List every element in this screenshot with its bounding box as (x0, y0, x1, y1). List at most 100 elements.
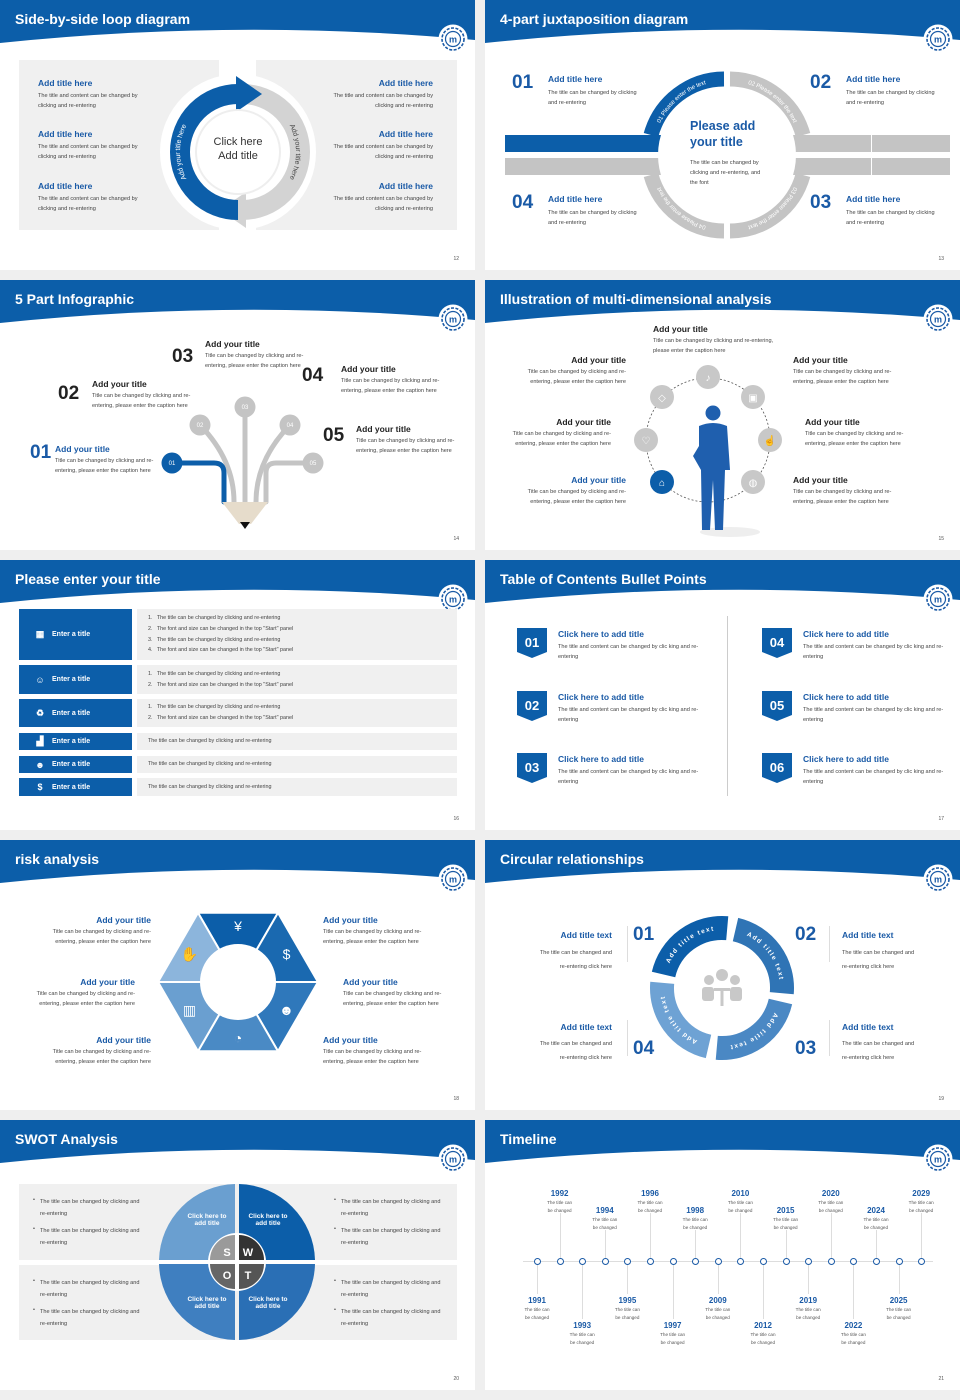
slide-14-five-part-infographic[interactable]: 01 02 03 04 05 01 Add your title Title c… (0, 280, 475, 550)
item-body[interactable]: The title and content can be changed by … (38, 196, 138, 212)
diamond-icon[interactable] (650, 385, 674, 409)
item-body[interactable]: The title and content can be changed by … (38, 93, 138, 109)
slide-19-circular-relationships[interactable]: Add title text Add title text Add title te… (485, 840, 960, 1110)
item-title[interactable]: Add your title (793, 355, 848, 365)
item-title[interactable]: Add your title (356, 424, 411, 434)
item-title[interactable]: Add title here (378, 181, 433, 191)
item-title[interactable]: Add your title (571, 475, 626, 485)
slide-title[interactable]: Circular relationships (500, 851, 644, 867)
quadrant-label[interactable]: Click here to add title (248, 1213, 288, 1227)
event-year[interactable]: 2019 (799, 1296, 818, 1305)
timeline-dot[interactable] (647, 1258, 654, 1265)
event-year[interactable]: 1991 (528, 1296, 546, 1305)
event-year[interactable]: 1998 (686, 1206, 705, 1215)
graduation-cap-icon[interactable] (650, 470, 674, 494)
item-body[interactable]: The title and content can be changed by … (333, 93, 433, 109)
event-year[interactable]: 2010 (731, 1189, 750, 1198)
slide-title[interactable]: Illustration of multi-dimensional analys… (500, 291, 772, 307)
event-text[interactable]: The title can be changed (818, 1200, 844, 1213)
event-text[interactable]: The title can be changed (569, 1332, 595, 1345)
item-body[interactable]: The title and content can be changed by … (558, 644, 699, 660)
item-body[interactable]: The title and content can be changed by … (558, 769, 699, 785)
item-body[interactable]: The title and content can be changed by … (38, 144, 138, 160)
item-title[interactable]: Add title text (560, 1022, 612, 1032)
cycle-segment-03[interactable] (715, 998, 793, 1060)
event-year[interactable]: 2024 (867, 1206, 885, 1215)
item-title[interactable]: Add title text (842, 1022, 894, 1032)
timeline-dot[interactable] (556, 1258, 564, 1265)
item-title[interactable]: Click here to add title (803, 629, 889, 639)
item-title[interactable]: Click here to add title (558, 629, 644, 639)
event-year[interactable]: 2015 (776, 1206, 795, 1215)
slide-title[interactable]: Timeline (500, 1131, 557, 1147)
item-body[interactable]: The title and content can be changed by … (803, 707, 944, 723)
timeline-dot[interactable] (873, 1258, 880, 1265)
item-body[interactable]: The title can be changed by clicking and… (846, 210, 935, 226)
quadrant-t[interactable] (239, 1264, 315, 1340)
event-year[interactable]: 2020 (821, 1189, 840, 1198)
timeline-dot[interactable] (805, 1258, 813, 1265)
item-body[interactable]: Title can be changed by clicking and re-… (52, 1049, 151, 1065)
event-text[interactable]: The title can be changed (908, 1200, 934, 1213)
segment-03[interactable] (729, 172, 811, 239)
item-title[interactable]: Click here to add title (803, 692, 889, 702)
item-title[interactable]: Add title here (378, 129, 433, 139)
item-body[interactable]: Title can be changed by clicking and re-… (323, 1049, 422, 1065)
item-title[interactable]: Add title here (38, 78, 93, 88)
row-content-cell[interactable]: The title can be changed by clicking and… (137, 756, 457, 773)
event-year[interactable]: 2009 (708, 1296, 727, 1305)
item-body[interactable]: Title can be changed by clicking and re-… (793, 489, 892, 505)
timeline-dot[interactable] (895, 1258, 903, 1265)
item-title[interactable]: Click here to add title (558, 692, 644, 702)
segment-04[interactable] (643, 172, 725, 239)
slide-18-risk-analysis[interactable]: ¥ $ ☻ ◔ ▥ ✋ Add your title Title can be chang… (0, 840, 475, 1110)
item-title[interactable]: Add your title (556, 417, 611, 427)
slide-title[interactable]: risk analysis (15, 851, 100, 867)
item-title[interactable]: Add title here (548, 74, 603, 84)
slide-title[interactable]: Table of Contents Bullet Points (500, 571, 707, 587)
item-body[interactable]: Title can be changed by clicking and re-… (323, 929, 422, 945)
item-body[interactable]: Title can be changed by clicking and re-… (512, 431, 611, 447)
item-title[interactable]: Add your title (55, 444, 110, 454)
event-text[interactable]: The title can be changed (592, 1217, 618, 1230)
item-title[interactable]: Add title here (548, 194, 603, 204)
item-body[interactable]: The title can be changed by clicking and… (846, 90, 935, 106)
event-year[interactable]: 1996 (641, 1189, 659, 1198)
item-title[interactable]: Add title here (846, 194, 901, 204)
event-text[interactable]: The title can be changed (524, 1307, 550, 1320)
row-title-cell[interactable]: ☺ Enter a title (19, 665, 132, 694)
bubble-05[interactable] (302, 452, 324, 474)
item-body[interactable]: The title and content can be changed by … (803, 644, 944, 660)
center-line2[interactable]: Add title (218, 150, 258, 162)
row-content-cell[interactable]: 1. The title can be changed by clicking … (137, 699, 457, 727)
item-body[interactable]: Title can be changed by clicking and re-… (52, 929, 151, 945)
item-body[interactable]: Title can be changed by clicking and re-… (793, 369, 892, 385)
item-title[interactable]: Add title here (846, 74, 901, 84)
timeline-dot[interactable] (827, 1258, 835, 1265)
bullet-text[interactable]: The title can be changed by clicking and… (341, 1309, 441, 1327)
bullet-text[interactable]: The title can be changed by clicking and… (341, 1228, 441, 1246)
event-text[interactable]: The title can be changed (773, 1217, 799, 1230)
slide-title[interactable]: 4-part juxtaposition diagram (500, 11, 689, 27)
bubble-01[interactable] (161, 452, 183, 474)
row-title-cell[interactable]: ▟ Enter a title (19, 733, 132, 750)
item-title[interactable]: Add your title (205, 339, 260, 349)
bell-icon[interactable] (696, 365, 720, 389)
slide-16-title-table[interactable]: Please enter your title m 16 ▦ Enter a title… (0, 560, 475, 830)
center-line1[interactable]: Click here (214, 136, 263, 148)
globe-icon[interactable] (741, 470, 765, 494)
item-body[interactable]: Title can be changed by clicking and re-… (341, 378, 440, 394)
center-circle[interactable] (195, 109, 281, 195)
item-body[interactable]: Title can be changed by clicking and re-… (356, 438, 455, 454)
quadrant-label[interactable]: Click here to add title (187, 1296, 227, 1310)
item-title[interactable]: Add your title (323, 1035, 378, 1045)
bullet-text[interactable]: The title can be changed by clicking and… (341, 1199, 441, 1217)
lock-icon[interactable] (741, 385, 765, 409)
item-title[interactable]: Add title here (38, 181, 93, 191)
event-text[interactable]: The title can be changed (547, 1200, 573, 1213)
event-year[interactable]: 1992 (550, 1189, 569, 1198)
event-text[interactable]: The title can be changed (840, 1332, 866, 1345)
slide-13-juxtaposition[interactable]: 01 Please enter the text 02 Please enter… (485, 0, 960, 270)
item-body[interactable]: Title can be changed by clicking and re-… (805, 431, 904, 447)
item-body[interactable]: Title can be changed by clicking and re-… (92, 393, 191, 409)
